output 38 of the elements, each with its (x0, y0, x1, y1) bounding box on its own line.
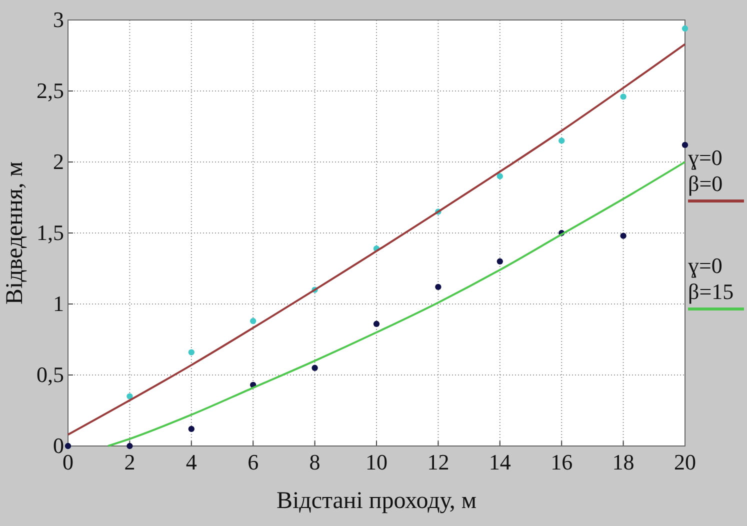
point (373, 320, 380, 327)
x-tick-label: 16 (550, 450, 573, 475)
x-tick-label: 6 (248, 450, 259, 475)
y-tick-label: 2,5 (36, 78, 64, 104)
point (620, 94, 626, 100)
line-series (107, 161, 686, 447)
point (558, 138, 565, 144)
point (250, 318, 256, 324)
x-tick-label: 20 (674, 450, 696, 475)
y-axis-title: Відведення, м (2, 161, 28, 305)
point (312, 364, 318, 371)
point (188, 349, 194, 356)
point (620, 232, 626, 239)
x-tick-label: 18 (612, 450, 634, 475)
x-tick-label: 14 (488, 450, 511, 475)
text: ɣ=0 β=0 (688, 145, 723, 196)
x-axis-title: Відстані проходу, м (276, 488, 477, 514)
y-tick-label: 0,5 (36, 362, 64, 388)
point (496, 173, 503, 180)
x-tick-label: 10 (366, 450, 388, 475)
y-tick-label: 2 (53, 149, 64, 174)
point (126, 393, 133, 400)
y-tick-label: 1 (53, 291, 64, 316)
point (682, 142, 688, 148)
y-tick-label: 3 (53, 7, 64, 32)
point (682, 25, 688, 32)
point (435, 284, 442, 290)
x-tick-label: 12 (427, 450, 450, 475)
point (188, 426, 194, 432)
text: ɣ=0 β=15 (688, 253, 734, 304)
y-tick-label: 0 (53, 433, 64, 458)
point (126, 442, 133, 450)
line-series (67, 43, 686, 436)
x-tick-label: 4 (186, 450, 197, 475)
x-tick-label: 2 (124, 450, 136, 475)
point (496, 258, 503, 264)
y-tick-label: 1,5 (36, 220, 64, 246)
x-tick-label: 8 (309, 450, 320, 475)
